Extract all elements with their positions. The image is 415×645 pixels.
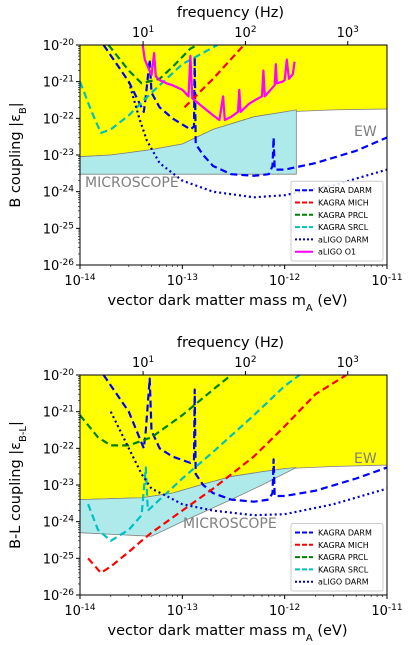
- series-kagra-srcl: [87, 375, 301, 542]
- y-axis: 10-26 10-25 10-24 10-23 10-22 10-21 10-20: [43, 38, 80, 274]
- x-tick-label: 10-12: [269, 273, 300, 289]
- y-axis-label: B coupling |εB|: [8, 102, 29, 207]
- y-tick-label: 10-21: [43, 75, 74, 91]
- top-tick-label: 102: [234, 355, 256, 371]
- legend-label: KAGRA DARM: [318, 186, 372, 195]
- y-tick-label: 10-22: [43, 441, 74, 457]
- top-tick-label: 103: [337, 25, 359, 41]
- chart-2: EWMICROSCOPE10-2610-2510-2410-2310-2210-…: [8, 335, 403, 644]
- x-axis: 10-14 10-13 10-12 10-11: [64, 595, 403, 619]
- top-tick-label: 103: [337, 355, 359, 371]
- legend-label: aLIGO DARM: [318, 235, 369, 244]
- y-tick-label: 10-20: [43, 368, 75, 384]
- x-axis-label: vector dark matter mass mA (eV): [108, 293, 348, 314]
- x-tick-label: 10-13: [167, 273, 198, 289]
- legend-label: aLIGO DARM: [318, 578, 369, 587]
- y-axis-label: B-L coupling |εB-L|: [8, 421, 29, 549]
- plot-area: [80, 45, 387, 199]
- x-tick-label: 10-11: [371, 273, 402, 289]
- series-kagra-mich: [183, 45, 245, 109]
- top-axis: 101 102 103: [132, 355, 359, 375]
- top-tick-label: 101: [132, 25, 154, 41]
- y-tick-label: 10-20: [43, 38, 75, 54]
- legend: KAGRA DARM KAGRA MICH KAGRA PRCL KAGRA SRCL…: [290, 180, 384, 262]
- y-tick-label: 10-23: [43, 148, 74, 164]
- top-axis-label: frequency (Hz): [177, 335, 284, 351]
- x-tick-label: 10-12: [269, 603, 300, 619]
- region-microscope: [80, 109, 297, 175]
- legend-label: KAGRA PRCL: [318, 211, 368, 220]
- ew-label: EW: [354, 451, 377, 467]
- series-aligo-o1: [141, 45, 296, 122]
- legend-box: [290, 180, 384, 262]
- y-tick-label: 10-24: [43, 515, 75, 531]
- plot-area: [80, 375, 387, 574]
- legend-label: KAGRA SRCL: [318, 565, 369, 574]
- region-microscope: [80, 467, 297, 537]
- top-axis-label: frequency (Hz): [177, 5, 284, 21]
- top-tick-label: 101: [132, 355, 154, 371]
- legend-box: [290, 523, 384, 592]
- y-tick-label: 10-26: [43, 588, 75, 604]
- legend-label: KAGRA MICH: [318, 541, 369, 550]
- x-axis: 10-14 10-13 10-12 10-11: [64, 265, 403, 289]
- microscope-label: MICROSCOPE: [183, 516, 277, 532]
- series-kagra-darm: [102, 375, 387, 503]
- series-kagra-prcl: [80, 375, 232, 447]
- legend-label: KAGRA PRCL: [318, 553, 368, 562]
- x-tick-label: 10-11: [371, 603, 402, 619]
- series-kagra-srcl: [80, 45, 218, 134]
- series-kagra-darm: [102, 45, 387, 177]
- y-tick-label: 10-24: [43, 185, 75, 201]
- microscope-label: MICROSCOPE: [85, 175, 179, 191]
- x-tick-label: 10-14: [64, 273, 96, 289]
- legend: KAGRA DARM KAGRA MICH KAGRA PRCL KAGRA SRCL…: [290, 523, 384, 592]
- x-tick-label: 10-14: [64, 603, 96, 619]
- y-tick-label: 10-22: [43, 111, 74, 127]
- y-tick-label: 10-23: [43, 478, 74, 494]
- legend-label: KAGRA DARM: [318, 529, 372, 538]
- series-kagra-mich: [87, 375, 347, 574]
- y-tick-label: 10-21: [43, 405, 74, 421]
- y-tick-label: 10-26: [43, 258, 75, 274]
- legend-label: KAGRA SRCL: [318, 223, 369, 232]
- legend-label: KAGRA MICH: [318, 199, 369, 208]
- y-tick-label: 10-25: [43, 551, 74, 567]
- y-axis: 10-26 10-25 10-24 10-23 10-22 10-21 10-20: [43, 368, 80, 604]
- chart-1: EWMICROSCOPE10-2610-2510-2410-2310-2210-…: [8, 5, 403, 314]
- top-axis: 101 102 103: [132, 25, 359, 45]
- legend-label: aLIGO O1: [318, 248, 356, 257]
- top-tick-label: 102: [234, 25, 256, 41]
- y-tick-label: 10-25: [43, 221, 74, 237]
- x-axis-label: vector dark matter mass mA (eV): [108, 623, 348, 644]
- series-aligo-darm: [109, 411, 387, 517]
- ew-label: EW: [354, 124, 377, 140]
- x-tick-label: 10-13: [167, 603, 198, 619]
